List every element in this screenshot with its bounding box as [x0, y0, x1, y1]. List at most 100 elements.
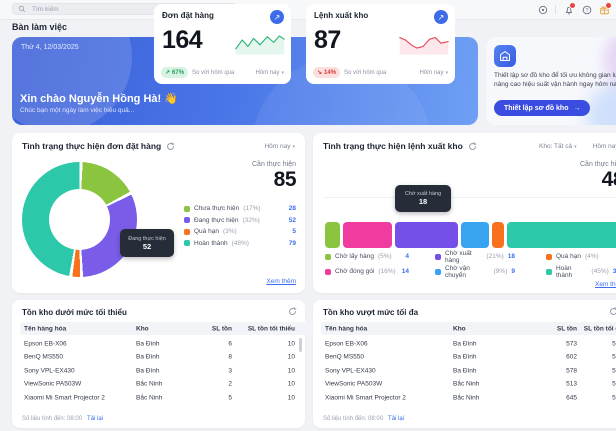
legend-dot [325, 268, 331, 275]
legend-dot [546, 253, 552, 260]
legend-value-link[interactable]: 4 [405, 253, 409, 260]
bar-segment[interactable] [491, 222, 504, 248]
legend-dot [184, 240, 190, 247]
section-title: Tình trạng thực hiện đơn đặt hàng [22, 141, 162, 151]
product-name: Epson EB-X06 [325, 340, 368, 348]
refresh-icon[interactable] [609, 307, 616, 316]
legend-item: Chờ xuất hàng (21%) 18 [435, 250, 515, 264]
legend-value-link[interactable]: 9 [511, 268, 515, 275]
target-icon[interactable] [537, 4, 548, 15]
donut-tooltip: Đang thực hiện 52 [120, 229, 174, 257]
period-dropdown[interactable]: Hôm nay ▾ [264, 143, 295, 150]
greeting-subtitle: Chúc bạn một ngày làm việc hiệu quả... [20, 107, 135, 114]
current-date: Thứ 4, 12/03/2025 [21, 44, 79, 51]
legend-dot [184, 217, 190, 224]
reload-link[interactable]: Tải lại [87, 416, 104, 422]
legend-value-link[interactable]: 14 [401, 268, 409, 275]
stock-qty: 3 [228, 367, 232, 375]
table-row: BenQ MS550 Ba Đình 8 10 [20, 351, 297, 365]
product-name: Xiaomi Mi Smart Projector 2 [325, 394, 406, 402]
stock-qty: 6 [228, 340, 232, 348]
min-qty: 10 [287, 340, 295, 348]
see-more-link[interactable]: Xem thêm [266, 278, 296, 285]
gift-badge [605, 2, 612, 9]
see-more-link[interactable]: Xem thêm [595, 281, 616, 288]
bar-segment[interactable] [343, 222, 392, 248]
table-row: Xiaomi Mi Smart Projector 2 Bắc Ninh 5 1… [20, 391, 297, 405]
product-name: ViewSonic PA503W [325, 380, 383, 388]
legend-value-link[interactable]: 5 [292, 228, 296, 236]
open-purchase-orders-icon[interactable]: ↗ [270, 10, 284, 24]
over-stock-table: Epson EB-X06 Ba Đình 573 500 BenQ MS550 … [321, 337, 616, 405]
stock-qty: 8 [228, 353, 232, 361]
refresh-icon[interactable] [166, 141, 175, 151]
period-dropdown[interactable]: Hôm nay ▾ [255, 69, 284, 76]
period-dropdown[interactable]: Hôm nay ▾ [419, 69, 448, 76]
compare-label: So với hôm qua [192, 69, 235, 76]
product-name: Sony VPL-EX430 [24, 367, 75, 375]
bell-icon[interactable] [563, 2, 576, 15]
refresh-icon[interactable] [468, 141, 477, 151]
legend-item: Đang thực hiện (32%) 52 [184, 215, 296, 227]
data-as-of: Số liệu tính đến: 08:00 [22, 416, 83, 422]
legend-value-link[interactable]: 28 [288, 205, 296, 213]
order-status-donut[interactable] [22, 162, 137, 277]
table-row: Sony VPL-EX430 Ba Đình 578 500 [321, 364, 616, 378]
bar-segment[interactable] [461, 222, 489, 248]
warehouse: Bắc Ninh [136, 394, 163, 402]
search-input[interactable] [30, 4, 231, 14]
warehouse-filter-dropdown[interactable]: Kho: Tất cả ▾ [539, 143, 577, 150]
legend-dot [184, 205, 190, 212]
reload-link[interactable]: Tải lại [388, 416, 405, 422]
purchase-orders-card[interactable]: Đơn đặt hàng ↗ 164 ↗ 67% So với hôm qua … [154, 4, 291, 84]
max-qty: 500 [612, 394, 616, 402]
min-qty: 10 [287, 367, 295, 375]
open-export-orders-icon[interactable]: ↗ [434, 10, 448, 24]
section-title: Tồn kho vượt mức tối đa [323, 308, 419, 317]
table-header: Tên hàng hóa Kho SL tồn SL tồn tối đa [321, 322, 616, 335]
period-dropdown[interactable]: Hôm nay ▾ [592, 143, 616, 150]
help-icon[interactable]: ? [581, 4, 592, 15]
export-orders-card[interactable]: Lệnh xuất kho ↗ 87 ↘ 14% So với hôm qua … [306, 4, 455, 84]
product-name: BenQ MS550 [24, 353, 64, 361]
bar-segment[interactable] [394, 222, 459, 248]
stat-title: Lệnh xuất kho [314, 11, 369, 20]
table-row: ViewSonic PA503W Bắc Ninh 2 10 [20, 378, 297, 392]
greeting-text: Xin chào Nguyễn Hồng Hà! 👋 [20, 93, 178, 105]
warehouse-map-cta-card: Thiết lập sơ đồ kho để tối ưu không gian… [486, 37, 616, 125]
legend-value-link[interactable]: 79 [288, 239, 296, 247]
table-row: Sony VPL-EX430 Ba Đình 3 10 [20, 364, 297, 378]
bar-segment[interactable] [506, 222, 616, 248]
refresh-icon[interactable] [288, 307, 297, 316]
section-title: Tình trạng thực hiện lệnh xuất kho [323, 141, 463, 151]
table-scrollbar[interactable] [299, 338, 302, 352]
delta-badge-down: ↘ 14% [313, 67, 341, 78]
search-icon [18, 5, 26, 13]
page-title: Bàn làm việc [12, 22, 68, 32]
table-header: Tên hàng hóa Kho SL tồn SL tồn tối thiểu [20, 322, 313, 335]
setup-warehouse-map-button[interactable]: Thiết lập sơ đồ kho → [494, 100, 591, 116]
over-stock-section: Tồn kho vượt mức tối đa Tên hàng hóa Kho… [313, 300, 616, 428]
legend-value-link[interactable]: 18 [507, 253, 515, 260]
legend-value-link[interactable]: 52 [288, 216, 296, 224]
section-title: Tồn kho dưới mức tối thiểu [22, 308, 127, 317]
legend-value-link[interactable]: 39 [612, 268, 616, 275]
export-status-bar[interactable] [325, 222, 616, 248]
product-name: Sony VPL-EX430 [325, 367, 376, 375]
bar-segment[interactable] [325, 222, 341, 248]
chevron-down-icon: ▾ [281, 69, 284, 76]
stock-qty: 2 [228, 380, 232, 388]
cta-text: Thiết lập sơ đồ kho để tối ưu không gian… [494, 72, 616, 89]
gift-icon[interactable] [599, 2, 612, 15]
legend-item: Quá hạn (3%) 5 [184, 226, 296, 238]
table-row: BenQ MS550 Ba Đình 602 500 [321, 351, 616, 365]
trend-up-icon: ↗ [165, 70, 171, 76]
sparkline-red [399, 30, 449, 63]
delta-badge-up: ↗ 67% [161, 67, 189, 78]
stat-value: 164 [162, 26, 203, 54]
stat-value: 87 [314, 26, 341, 54]
stock-qty: 513 [566, 380, 577, 388]
legend-item: Hoàn thành(45%) 39 [546, 265, 616, 279]
low-stock-section: Tồn kho dưới mức tối thiểu Tên hàng hóa … [12, 300, 313, 428]
min-qty: 10 [287, 394, 295, 402]
